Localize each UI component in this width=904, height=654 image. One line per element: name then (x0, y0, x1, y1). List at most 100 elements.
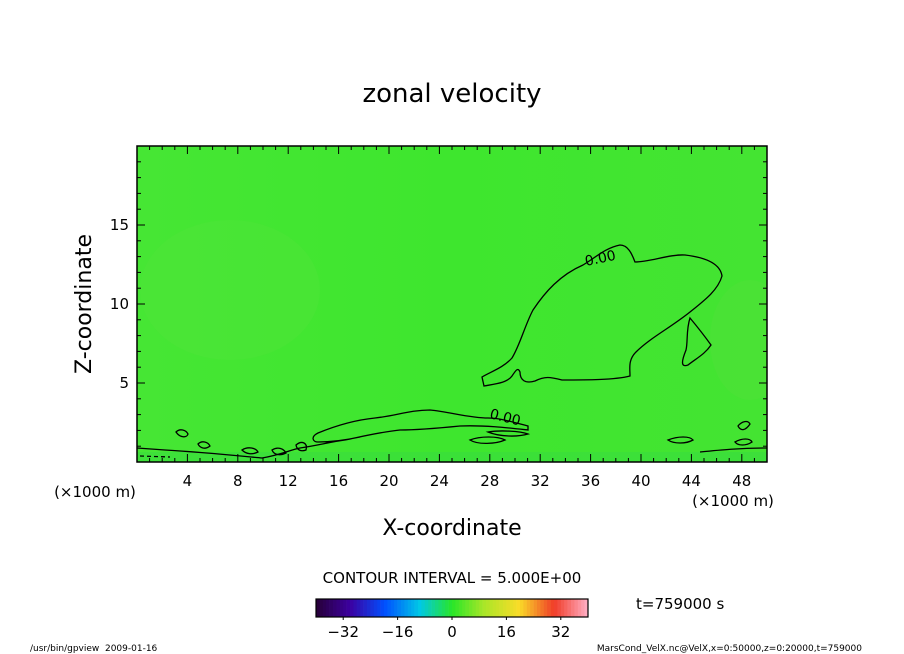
axis-ticks (137, 146, 767, 462)
colorbar-cell (557, 599, 562, 617)
contour-small-8 (666, 436, 694, 444)
x-tick-label: 48 (732, 472, 751, 490)
colorbar-cell (356, 599, 361, 617)
colorbar-cell (326, 599, 330, 617)
colorbar-cell (445, 599, 449, 617)
x-axis-label: X-coordinate (382, 516, 521, 541)
footer-left: /usr/bin/gpview 2009-01-16 (30, 644, 158, 654)
y-tick-label: 10 (110, 295, 129, 313)
x-tick-label: 36 (581, 472, 600, 490)
colorbar-cell (329, 599, 334, 617)
contour-small-1 (175, 429, 189, 438)
colorbar-cell (390, 599, 395, 617)
colorbar-cell (486, 599, 490, 617)
contour-zero-inlet (681, 316, 712, 367)
colorbar-cell (346, 599, 351, 617)
field-background (137, 146, 767, 462)
colorbar-cell (360, 599, 364, 617)
colorbar-cell (496, 599, 500, 617)
colorbar-cell (550, 599, 555, 617)
colorbar-cell (564, 599, 568, 617)
x-tick-labels: 4 8 12 16 20 24 28 32 36 40 44 48 (183, 472, 752, 490)
contour-interval-text: CONTOUR INTERVAL = 5.000E+00 (323, 569, 582, 587)
contour-label-upper: 0.00 (584, 248, 618, 270)
colorbar-cell (343, 599, 347, 617)
colorbar-cell (554, 599, 558, 617)
colorbar-cell (540, 599, 545, 617)
colorbar-cell (333, 599, 337, 617)
colorbar-cell (452, 599, 456, 617)
colorbar-cell (397, 599, 402, 617)
field-shading (137, 220, 767, 462)
colorbar-cell (363, 599, 368, 617)
colorbar-cell (509, 599, 514, 617)
colorbar-cell (560, 599, 565, 617)
x-tick-label: 16 (329, 472, 348, 490)
contour-small-3 (240, 447, 259, 455)
colorbar-cell (387, 599, 392, 617)
colorbar-cell (336, 599, 341, 617)
colorbar-cell (581, 599, 585, 617)
colorbar-cell (404, 599, 409, 617)
colorbar-tick-label: 32 (551, 623, 570, 641)
colorbar-cell (319, 599, 324, 617)
colorbar-cell (489, 599, 494, 617)
x-tick-label: 28 (480, 472, 499, 490)
colorbar-tick-label: −32 (327, 623, 359, 641)
contour-small-10 (734, 438, 753, 446)
contour-small-6 (468, 436, 507, 445)
y-tick-labels: 5 10 15 (110, 216, 129, 392)
colorbar-tick-label: −16 (382, 623, 414, 641)
colorbar-cell (421, 599, 426, 617)
colorbar-cell (414, 599, 419, 617)
y-tick-label: 5 (119, 374, 129, 392)
colorbar-cell (513, 599, 517, 617)
colorbar-cell (407, 599, 412, 617)
x-tick-label: 12 (279, 472, 298, 490)
contour-lines (137, 244, 767, 459)
colorbar-cell (458, 599, 463, 617)
colorbar-cell (516, 599, 521, 617)
colorbar-cell (499, 599, 504, 617)
colorbar-tick-label: 16 (497, 623, 516, 641)
contour-small-9 (737, 420, 751, 431)
colorbar-cell (492, 599, 497, 617)
colorbar-cell (411, 599, 415, 617)
colorbar-cell (367, 599, 371, 617)
colorbar-cell (448, 599, 453, 617)
chart-title: zonal velocity (362, 79, 541, 109)
colorbar-cell (571, 599, 575, 617)
colorbar-cell (431, 599, 436, 617)
contour-zero-lower (137, 409, 529, 459)
colorbar-cell (424, 599, 429, 617)
contour-small-2 (197, 441, 211, 449)
colorbar-cell (567, 599, 572, 617)
colorbar (316, 599, 589, 617)
contour-small-5 (295, 441, 308, 452)
colorbar-cell (469, 599, 473, 617)
x-tick-label: 44 (682, 472, 701, 490)
colorbar-cell (441, 599, 446, 617)
colorbar-cell (350, 599, 354, 617)
colorbar-cell (584, 599, 589, 617)
y-axis-label: Z-coordinate (72, 234, 97, 374)
contour-small-7 (485, 430, 531, 437)
colorbar-cell (482, 599, 487, 617)
colorbar-cell (455, 599, 460, 617)
colorbar-cell (574, 599, 579, 617)
contour-small-4 (271, 447, 287, 456)
colorbar-cell (377, 599, 381, 617)
colorbar-cell (533, 599, 538, 617)
colorbar-cell (418, 599, 422, 617)
x-tick-label: 40 (631, 472, 650, 490)
time-label: t=759000 s (636, 595, 724, 613)
colorbar-cell (316, 599, 320, 617)
footer-right: MarsCond_VelX.nc@VelX,x=0:50000,z=0:2000… (597, 644, 862, 654)
colorbar-tick-labels: −32 −16 0 16 32 (327, 617, 570, 641)
contour-dashed (139, 455, 171, 458)
colorbar-cell (370, 599, 375, 617)
x-tick-label: 20 (379, 472, 398, 490)
contour-right-base (699, 447, 767, 453)
colorbar-cell (530, 599, 534, 617)
